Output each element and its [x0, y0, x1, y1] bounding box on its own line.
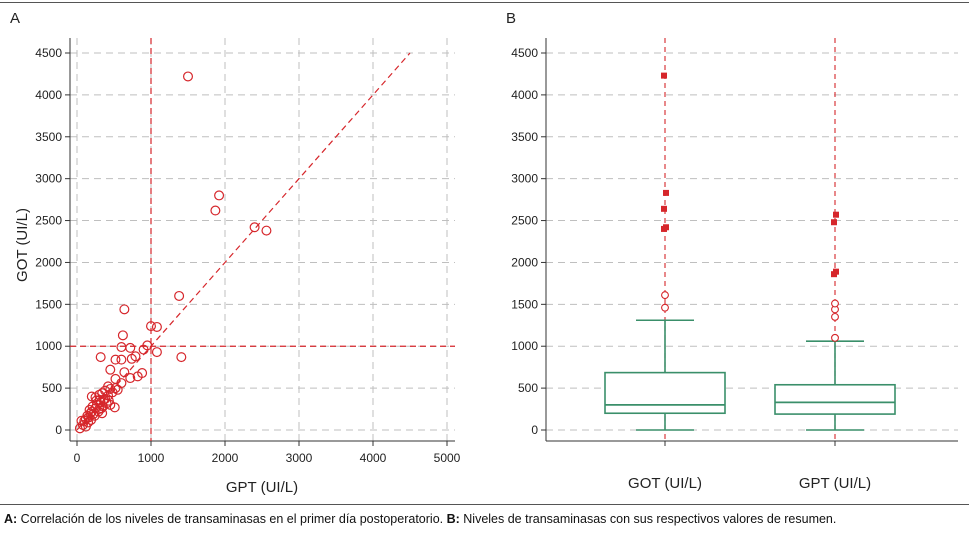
- panel-a-ytick-label: 2000: [35, 255, 62, 269]
- panel-b-category-label: GPT (UI/L): [799, 475, 871, 492]
- figure-canvas: A 0 500 1000 1500 2000 2500 3000 3500 4000 4500 0 1…: [10, 10, 958, 496]
- bottom-rule: [0, 504, 969, 505]
- scatter-point: [214, 190, 225, 201]
- scatter-point: [249, 222, 260, 233]
- panel-b-ytick-label: 500: [518, 381, 538, 395]
- scatter-point: [119, 304, 130, 315]
- panel-a-ytick-label: 4000: [35, 88, 62, 102]
- top-rule: [0, 2, 969, 3]
- box-extreme: [661, 72, 667, 79]
- scatter-point: [116, 342, 127, 353]
- panel-a-ytick-label: 2500: [35, 214, 62, 228]
- box-outlier: [831, 333, 839, 342]
- panel-a-xlabel: GPT (UI/L): [226, 479, 298, 496]
- box-outlier: [661, 291, 669, 300]
- scatter-point: [74, 423, 85, 434]
- panel-b-ytick-label: 2000: [511, 255, 538, 269]
- panel-a-scatter: A 0 500 1000 1500 2000 2500 3000 3500 4000 4500 0 1…: [10, 10, 461, 496]
- figure-caption: A: Correlación de los niveles de transam…: [4, 512, 836, 526]
- panel-a-ytick-label: 4500: [35, 46, 62, 60]
- caption-b-tag: B:: [446, 512, 460, 526]
- panel-b-boxplot: B 0 500 1000 1500 2000 2500 3000 3500 4000 4500 GO…: [506, 10, 958, 492]
- panel-b-boxes: [604, 72, 896, 431]
- panel-a-label: A: [10, 10, 20, 27]
- scatter-point: [132, 371, 143, 382]
- box-outlier: [661, 303, 669, 312]
- box-extreme: [831, 219, 837, 226]
- scatter-point: [125, 342, 136, 353]
- box-outlier: [831, 299, 839, 308]
- scatter-point: [80, 421, 91, 432]
- box-extreme: [833, 211, 839, 218]
- panel-b-ytick-label: 3000: [511, 172, 538, 186]
- panel-b-ytick-label: 1000: [511, 339, 538, 353]
- scatter-point: [105, 364, 116, 375]
- box-iqr: [774, 383, 896, 415]
- scatter-point: [82, 410, 93, 421]
- box-extreme: [663, 189, 669, 196]
- caption-a-tag: A:: [4, 512, 18, 526]
- panel-a-xtick-label: 2000: [212, 451, 239, 465]
- scatter-point: [109, 402, 120, 413]
- box-extreme: [663, 224, 669, 231]
- scatter-point: [146, 321, 157, 332]
- box-outlier: [831, 312, 839, 321]
- scatter-point: [176, 352, 187, 363]
- panel-b-ytick-label: 0: [531, 423, 538, 437]
- scatter-point: [138, 344, 149, 355]
- panel-a-ylabel: GOT (UI/L): [14, 208, 31, 282]
- panel-a-ytick-label: 1500: [35, 297, 62, 311]
- scatter-point: [183, 71, 194, 82]
- box-extreme: [661, 205, 667, 212]
- panel-a-points: [74, 71, 272, 434]
- panel-a-xtick-label: 3000: [286, 451, 313, 465]
- panel-a-ytick-label: 0: [55, 423, 62, 437]
- scatter-point: [77, 419, 88, 430]
- scatter-point: [174, 290, 185, 301]
- box-extreme: [833, 268, 839, 275]
- scatter-point: [125, 373, 136, 384]
- panel-a-reference-lines: [70, 38, 455, 441]
- panel-a-ytick-label: 3000: [35, 172, 62, 186]
- panel-a-xtick-label: 4000: [360, 451, 387, 465]
- panel-b-ytick-label: 1500: [511, 297, 538, 311]
- scatter-point: [96, 403, 107, 414]
- panel-b-axes: 0 500 1000 1500 2000 2500 3000 3500 4000 4500 GOT …: [511, 38, 958, 492]
- scatter-point: [151, 321, 162, 332]
- panel-b-ytick-label: 2500: [511, 214, 538, 228]
- panel-a-ref-diagonal: [76, 52, 411, 431]
- panel-a-ytick-label: 500: [42, 381, 62, 395]
- box-iqr: [604, 371, 726, 415]
- scatter-point: [261, 225, 272, 236]
- scatter-point: [126, 353, 137, 364]
- scatter-point: [84, 404, 95, 415]
- panel-a-ytick-label: 3500: [35, 130, 62, 144]
- panel-b-label: B: [506, 10, 516, 27]
- caption-b-text: Niveles de transaminasas con sus respect…: [459, 512, 837, 526]
- panel-b-category-label: GOT (UI/L): [628, 475, 702, 492]
- panel-b-ytick-label: 4000: [511, 88, 538, 102]
- scatter-point: [112, 384, 123, 395]
- panel-a-ytick-label: 1000: [35, 339, 62, 353]
- panel-b-ytick-label: 4500: [511, 46, 538, 60]
- scatter-point: [117, 330, 128, 341]
- panel-a-axes: 0 500 1000 1500 2000 2500 3000 3500 4000 4500 0 100…: [35, 38, 461, 465]
- scatter-point: [116, 354, 127, 365]
- panel-b-ytick-label: 3500: [511, 130, 538, 144]
- scatter-point: [210, 205, 221, 216]
- panel-a-gridlines: [70, 38, 455, 441]
- scatter-point: [107, 387, 118, 398]
- scatter-point: [119, 367, 130, 378]
- scatter-point: [89, 410, 100, 421]
- panel-a-xtick-label: 1000: [138, 451, 165, 465]
- scatter-point: [95, 352, 106, 363]
- scatter-point: [110, 373, 121, 384]
- scatter-point: [151, 347, 162, 358]
- panel-a-xtick-label: 5000: [434, 451, 461, 465]
- scatter-point: [110, 354, 121, 365]
- caption-a-text: Correlación de los niveles de transamina…: [17, 512, 447, 526]
- panel-a-xtick-label: 0: [74, 451, 81, 465]
